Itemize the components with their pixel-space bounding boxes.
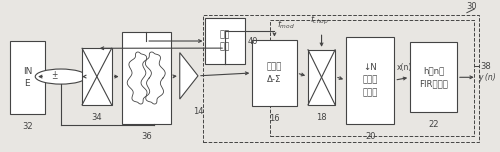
Text: E: E <box>24 79 30 88</box>
Bar <box>10 41 45 114</box>
Text: y (n): y (n) <box>478 73 496 82</box>
Text: h（n）: h（n） <box>423 67 444 76</box>
Bar <box>308 50 335 105</box>
Text: 18: 18 <box>316 113 327 122</box>
Bar <box>270 20 474 136</box>
Text: −: − <box>52 74 58 83</box>
Bar <box>410 42 457 112</box>
Text: 40: 40 <box>248 36 258 45</box>
Bar <box>82 48 112 105</box>
Text: 22: 22 <box>428 120 439 129</box>
Text: 20: 20 <box>365 132 376 141</box>
Text: Δ-Σ: Δ-Σ <box>267 75 281 84</box>
Bar <box>206 18 245 64</box>
Text: 16: 16 <box>269 114 280 123</box>
Text: $f_{chop}$: $f_{chop}$ <box>310 13 328 26</box>
Text: 同步: 同步 <box>220 43 230 52</box>
Text: ↓N: ↓N <box>364 63 377 72</box>
Circle shape <box>35 69 86 84</box>
Text: 滤波器: 滤波器 <box>362 88 378 97</box>
Text: 36: 36 <box>141 132 152 141</box>
Bar <box>203 15 479 142</box>
Text: $f_{mod}$: $f_{mod}$ <box>277 19 295 31</box>
Text: 调节器: 调节器 <box>267 62 282 71</box>
Text: 14: 14 <box>192 107 203 116</box>
Text: 34: 34 <box>92 113 102 122</box>
Text: 抄取器: 抄取器 <box>362 76 378 85</box>
Text: 32: 32 <box>22 122 32 131</box>
Text: IN: IN <box>22 67 32 76</box>
Text: FIR滤波器: FIR滤波器 <box>419 79 448 88</box>
Bar <box>252 40 296 106</box>
Bar <box>346 37 395 124</box>
Text: 断波: 断波 <box>220 30 230 39</box>
Bar <box>122 32 171 124</box>
Text: +: + <box>52 70 58 79</box>
Polygon shape <box>180 53 198 99</box>
Text: 38: 38 <box>480 62 491 71</box>
Text: 30: 30 <box>466 2 476 10</box>
Text: x(n): x(n) <box>397 63 412 72</box>
